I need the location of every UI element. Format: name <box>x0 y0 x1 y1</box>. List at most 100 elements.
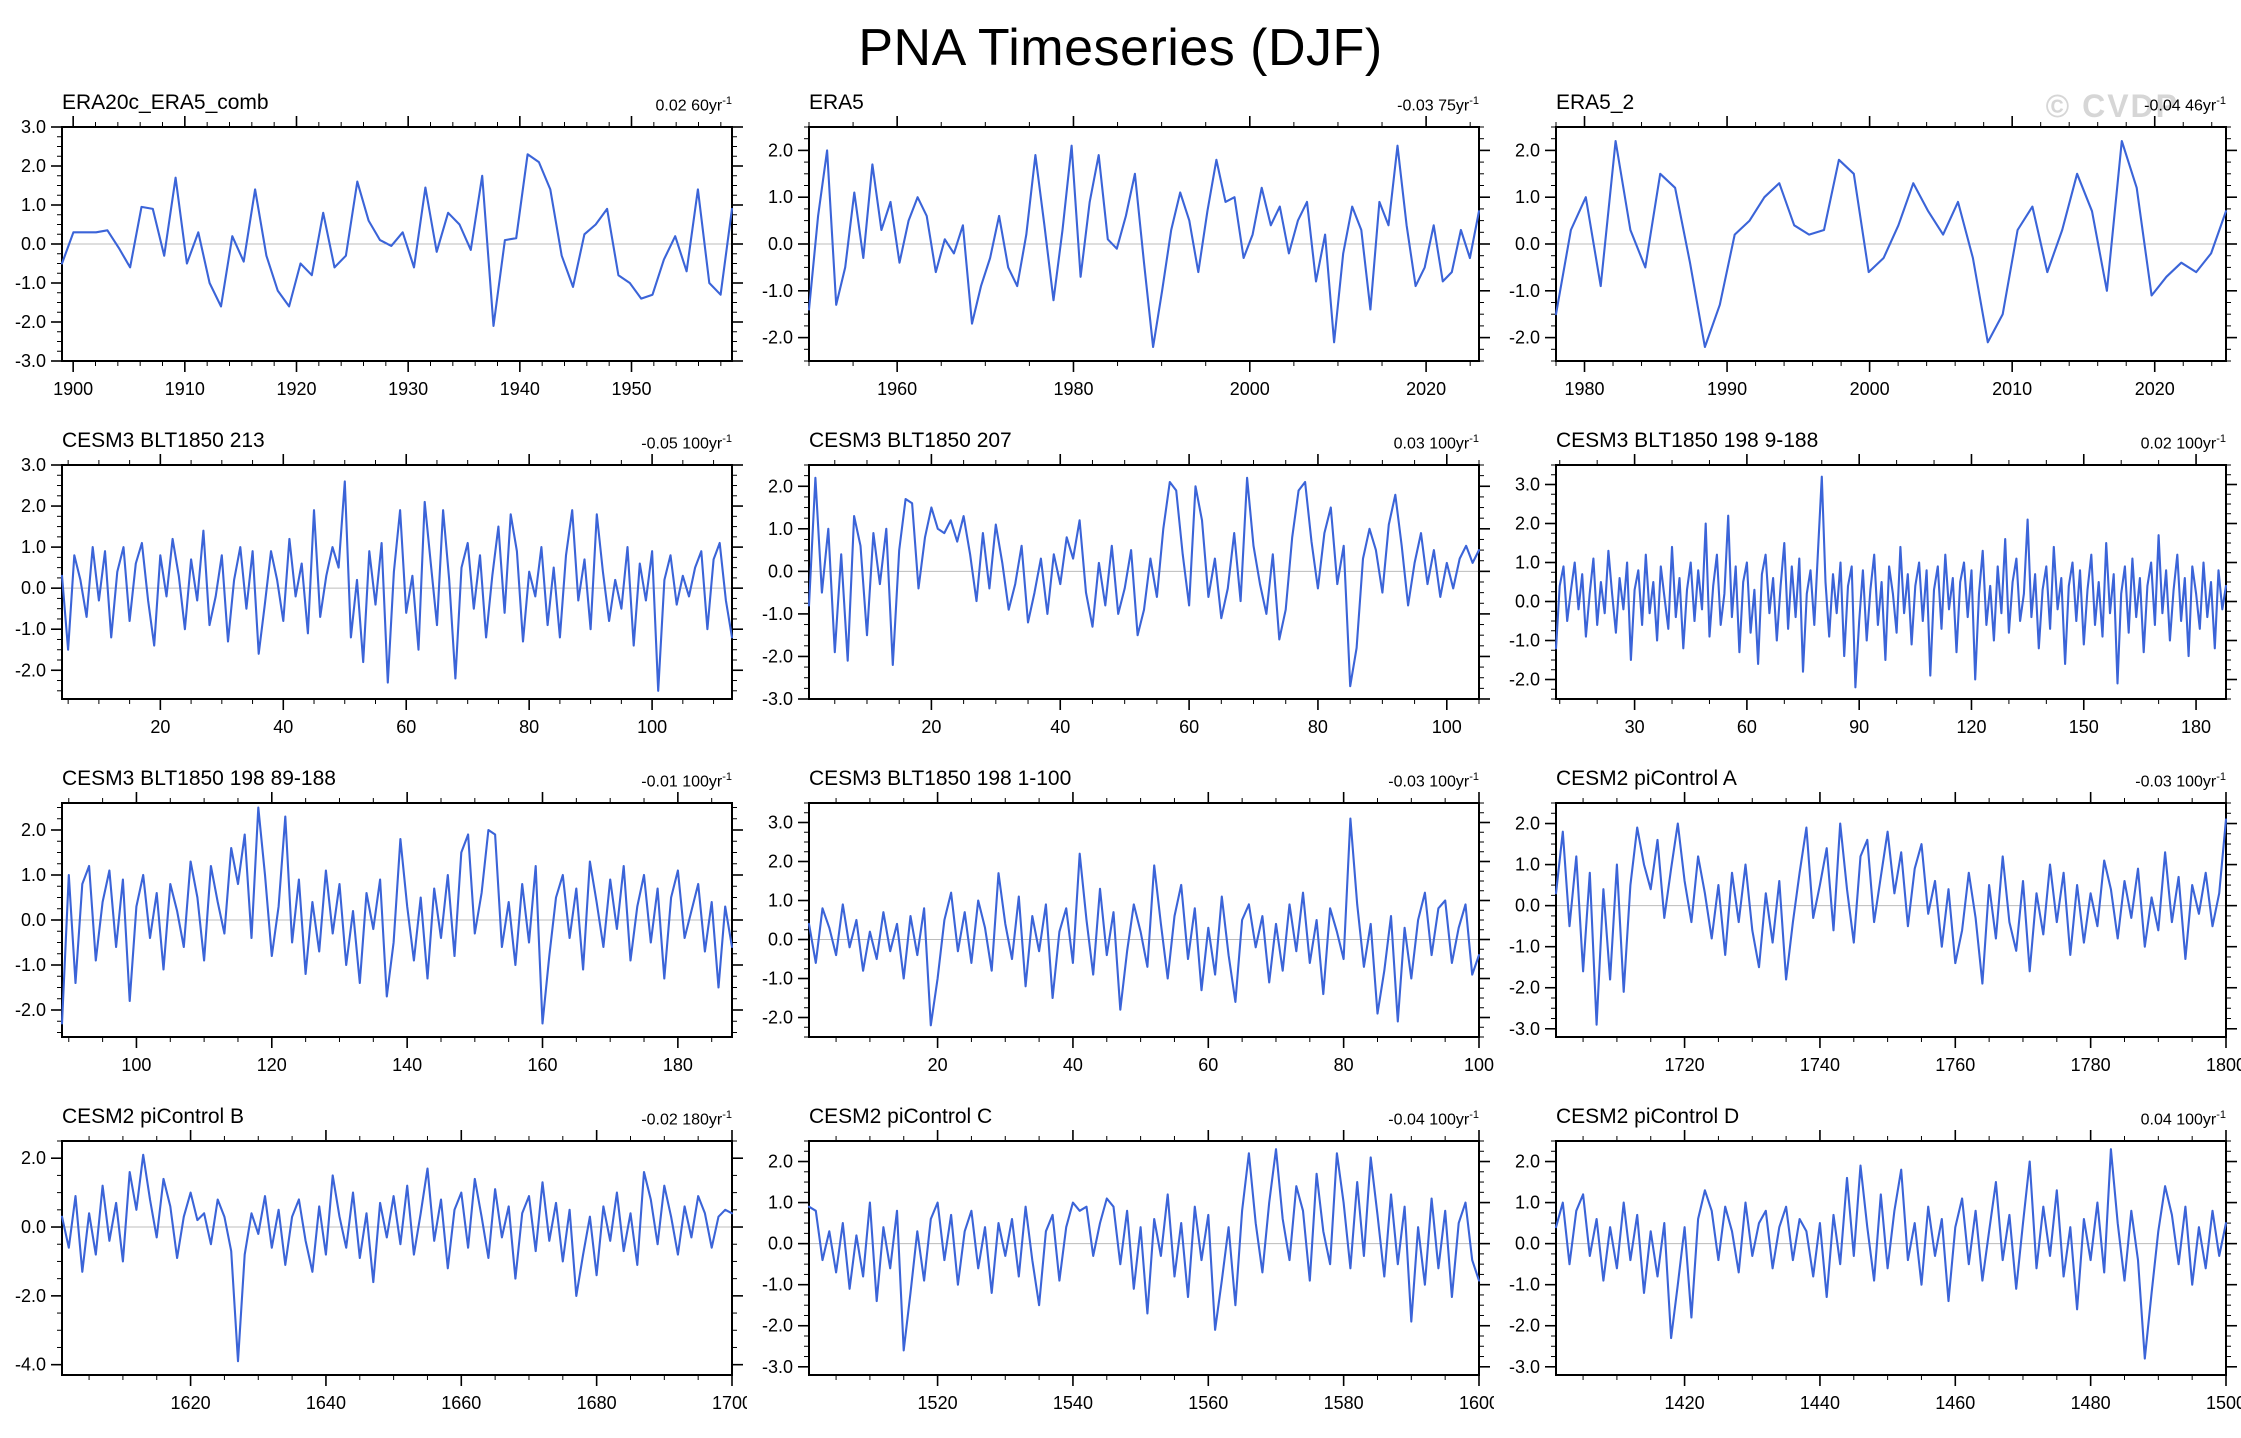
y-tick-label: -2.0 <box>762 646 793 666</box>
timeseries-line <box>1554 1148 2228 1360</box>
y-tick-label: 2.0 <box>768 140 793 160</box>
panel-trend-value: -0.04 100yr <box>1388 1111 1470 1128</box>
timeseries-panel: CESM3 BLT1850 207 0.03 100yr-1 20 40 60 80 100… <box>747 423 1494 761</box>
x-tick-label: 1980 <box>1053 379 1093 399</box>
timeseries-line <box>60 1153 734 1363</box>
y-tick-label: 0.0 <box>1515 592 1540 612</box>
x-tick-label: 1680 <box>577 1393 617 1413</box>
x-tick-label: 1950 <box>611 379 651 399</box>
panel-trend-label: 0.02 60yr-1 <box>656 95 733 115</box>
timeseries-panel: CESM3 BLT1850 198 89-188 -0.01 100yr-1 100… <box>0 761 747 1099</box>
panel-title: CESM2 piControl C <box>809 1105 993 1128</box>
x-tick-label: 180 <box>663 1055 693 1075</box>
timeseries-panel: ERA5_2 -0.04 46yr-1 1980 1990 2000 2010 2020 -2… <box>1494 85 2241 423</box>
y-tick-label: -2.0 <box>1509 1316 1540 1336</box>
panel-header: CESM2 piControl A -0.03 100yr-1 <box>1494 761 2241 791</box>
x-tick-label: 1900 <box>53 379 93 399</box>
panel-header: CESM2 piControl D 0.04 100yr-1 <box>1494 1099 2241 1129</box>
panel-trend-exponent: -1 <box>722 1108 732 1121</box>
timeseries-plot: 30 60 90 120 150 180 -2.0 -1.0 0.0 1.0 2.0 3.0 <box>1509 454 2237 737</box>
x-tick-label: 1930 <box>388 379 428 399</box>
x-tick-label: 120 <box>257 1055 287 1075</box>
panel-title: CESM2 piControl A <box>1556 767 1737 790</box>
y-tick-label: 2.0 <box>21 820 46 840</box>
timeseries-line <box>807 1148 1481 1352</box>
x-tick-label: 2000 <box>1230 379 1270 399</box>
x-tick-label: 1700 <box>712 1393 747 1413</box>
panel-trend-label: -0.03 100yr-1 <box>2135 771 2226 791</box>
y-tick-label: 0.0 <box>1515 1234 1540 1254</box>
panel-title: CESM3 BLT1850 207 <box>809 429 1012 452</box>
panel-trend-value: 0.04 100yr <box>2140 1111 2217 1128</box>
y-tick-label: 0.0 <box>768 234 793 254</box>
panel-trend-label: -0.04 100yr-1 <box>1388 1109 1479 1129</box>
timeseries-panel: CESM3 BLT1850 198 1-100 -0.03 100yr-1 20 40… <box>747 761 1494 1099</box>
x-tick-label: 160 <box>527 1055 557 1075</box>
y-tick-label: -3.0 <box>762 689 793 709</box>
panel-header: ERA20c_ERA5_comb 0.02 60yr-1 <box>0 85 747 115</box>
x-tick-label: 100 <box>637 717 667 737</box>
y-tick-label: 2.0 <box>1515 140 1540 160</box>
x-tick-label: 100 <box>1464 1055 1494 1075</box>
y-tick-label: 1.0 <box>768 519 793 539</box>
panel-header: ERA5 -0.03 75yr-1 <box>747 85 1494 115</box>
panel-trend-exponent: -1 <box>2216 1108 2226 1121</box>
x-tick-label: 30 <box>1625 717 1645 737</box>
y-tick-label: -2.0 <box>1509 670 1540 690</box>
panel-trend-exponent: -1 <box>1469 94 1479 107</box>
panel-trend-value: -0.05 100yr <box>641 435 723 452</box>
y-tick-label: 0.0 <box>768 930 793 950</box>
x-tick-label: 1800 <box>2206 1055 2241 1075</box>
x-tick-label: 1920 <box>276 379 316 399</box>
y-tick-label: 1.0 <box>768 187 793 207</box>
x-tick-label: 40 <box>273 717 293 737</box>
timeseries-line <box>807 476 1481 688</box>
panel-header: ERA5_2 -0.04 46yr-1 <box>1494 85 2241 115</box>
x-tick-label: 60 <box>396 717 416 737</box>
y-tick-label: 1.0 <box>768 1193 793 1213</box>
x-tick-label: 1940 <box>500 379 540 399</box>
x-tick-label: 1560 <box>1188 1393 1228 1413</box>
panel-title: CESM3 BLT1850 198 9-188 <box>1556 429 1819 452</box>
y-tick-label: 1.0 <box>21 537 46 557</box>
panel-trend-label: -0.05 100yr-1 <box>641 433 732 453</box>
y-tick-label: 0.0 <box>21 234 46 254</box>
timeseries-plot: 1960 1980 2000 2020 -2.0 -1.0 0.0 1.0 2.0 <box>762 116 1490 399</box>
x-tick-label: 100 <box>1432 717 1462 737</box>
x-tick-label: 1780 <box>2071 1055 2111 1075</box>
panel-title: ERA20c_ERA5_comb <box>62 91 269 114</box>
y-tick-label: -3.0 <box>762 1357 793 1377</box>
timeseries-line <box>60 806 734 1025</box>
x-tick-label: 80 <box>1334 1055 1354 1075</box>
panel-title: ERA5 <box>809 91 864 114</box>
y-tick-label: -1.0 <box>762 604 793 624</box>
panel-trend-label: 0.02 100yr-1 <box>2141 433 2226 453</box>
x-tick-label: 60 <box>1198 1055 1218 1075</box>
panel-trend-label: 0.04 100yr-1 <box>2141 1109 2226 1129</box>
y-tick-label: -3.0 <box>1509 1357 1540 1377</box>
x-tick-label: 20 <box>928 1055 948 1075</box>
x-tick-label: 1910 <box>165 379 205 399</box>
timeseries-line <box>807 144 1481 349</box>
timeseries-plot: 1620 1640 1660 1680 1700 -4.0 -2.0 0.0 2.0 <box>15 1130 747 1413</box>
x-tick-label: 1990 <box>1707 379 1747 399</box>
y-tick-label: 2.0 <box>1515 1152 1540 1172</box>
x-tick-label: 60 <box>1179 717 1199 737</box>
timeseries-panel: ERA20c_ERA5_comb 0.02 60yr-1 1900 1910 1920 1… <box>0 85 747 423</box>
y-tick-label: 2.0 <box>768 1152 793 1172</box>
x-tick-label: 1760 <box>1935 1055 1975 1075</box>
x-tick-label: 60 <box>1737 717 1757 737</box>
timeseries-plot: 20 40 60 80 100 -2.0 -1.0 0.0 1.0 2.0 3.0 <box>762 792 1494 1075</box>
timeseries-plot: 1420 1440 1460 1480 1500 -3.0 -2.0 -1.0 0.0 1.0 2.… <box>1509 1130 2241 1413</box>
x-tick-label: 90 <box>1849 717 1869 737</box>
timeseries-plot: 1520 1540 1560 1580 1600 -3.0 -2.0 -1.0 0.0 1.0 2.… <box>762 1130 1494 1413</box>
panel-header: CESM3 BLT1850 198 9-188 0.02 100yr-1 <box>1494 423 2241 453</box>
y-tick-label: -3.0 <box>1509 1019 1540 1039</box>
x-tick-label: 1640 <box>306 1393 346 1413</box>
panel-trend-label: -0.03 100yr-1 <box>1388 771 1479 791</box>
x-tick-label: 80 <box>519 717 539 737</box>
panel-trend-exponent: -1 <box>722 770 732 783</box>
y-tick-label: 0.0 <box>21 1217 46 1237</box>
x-tick-label: 1500 <box>2206 1393 2241 1413</box>
y-tick-label: 0.0 <box>1515 896 1540 916</box>
